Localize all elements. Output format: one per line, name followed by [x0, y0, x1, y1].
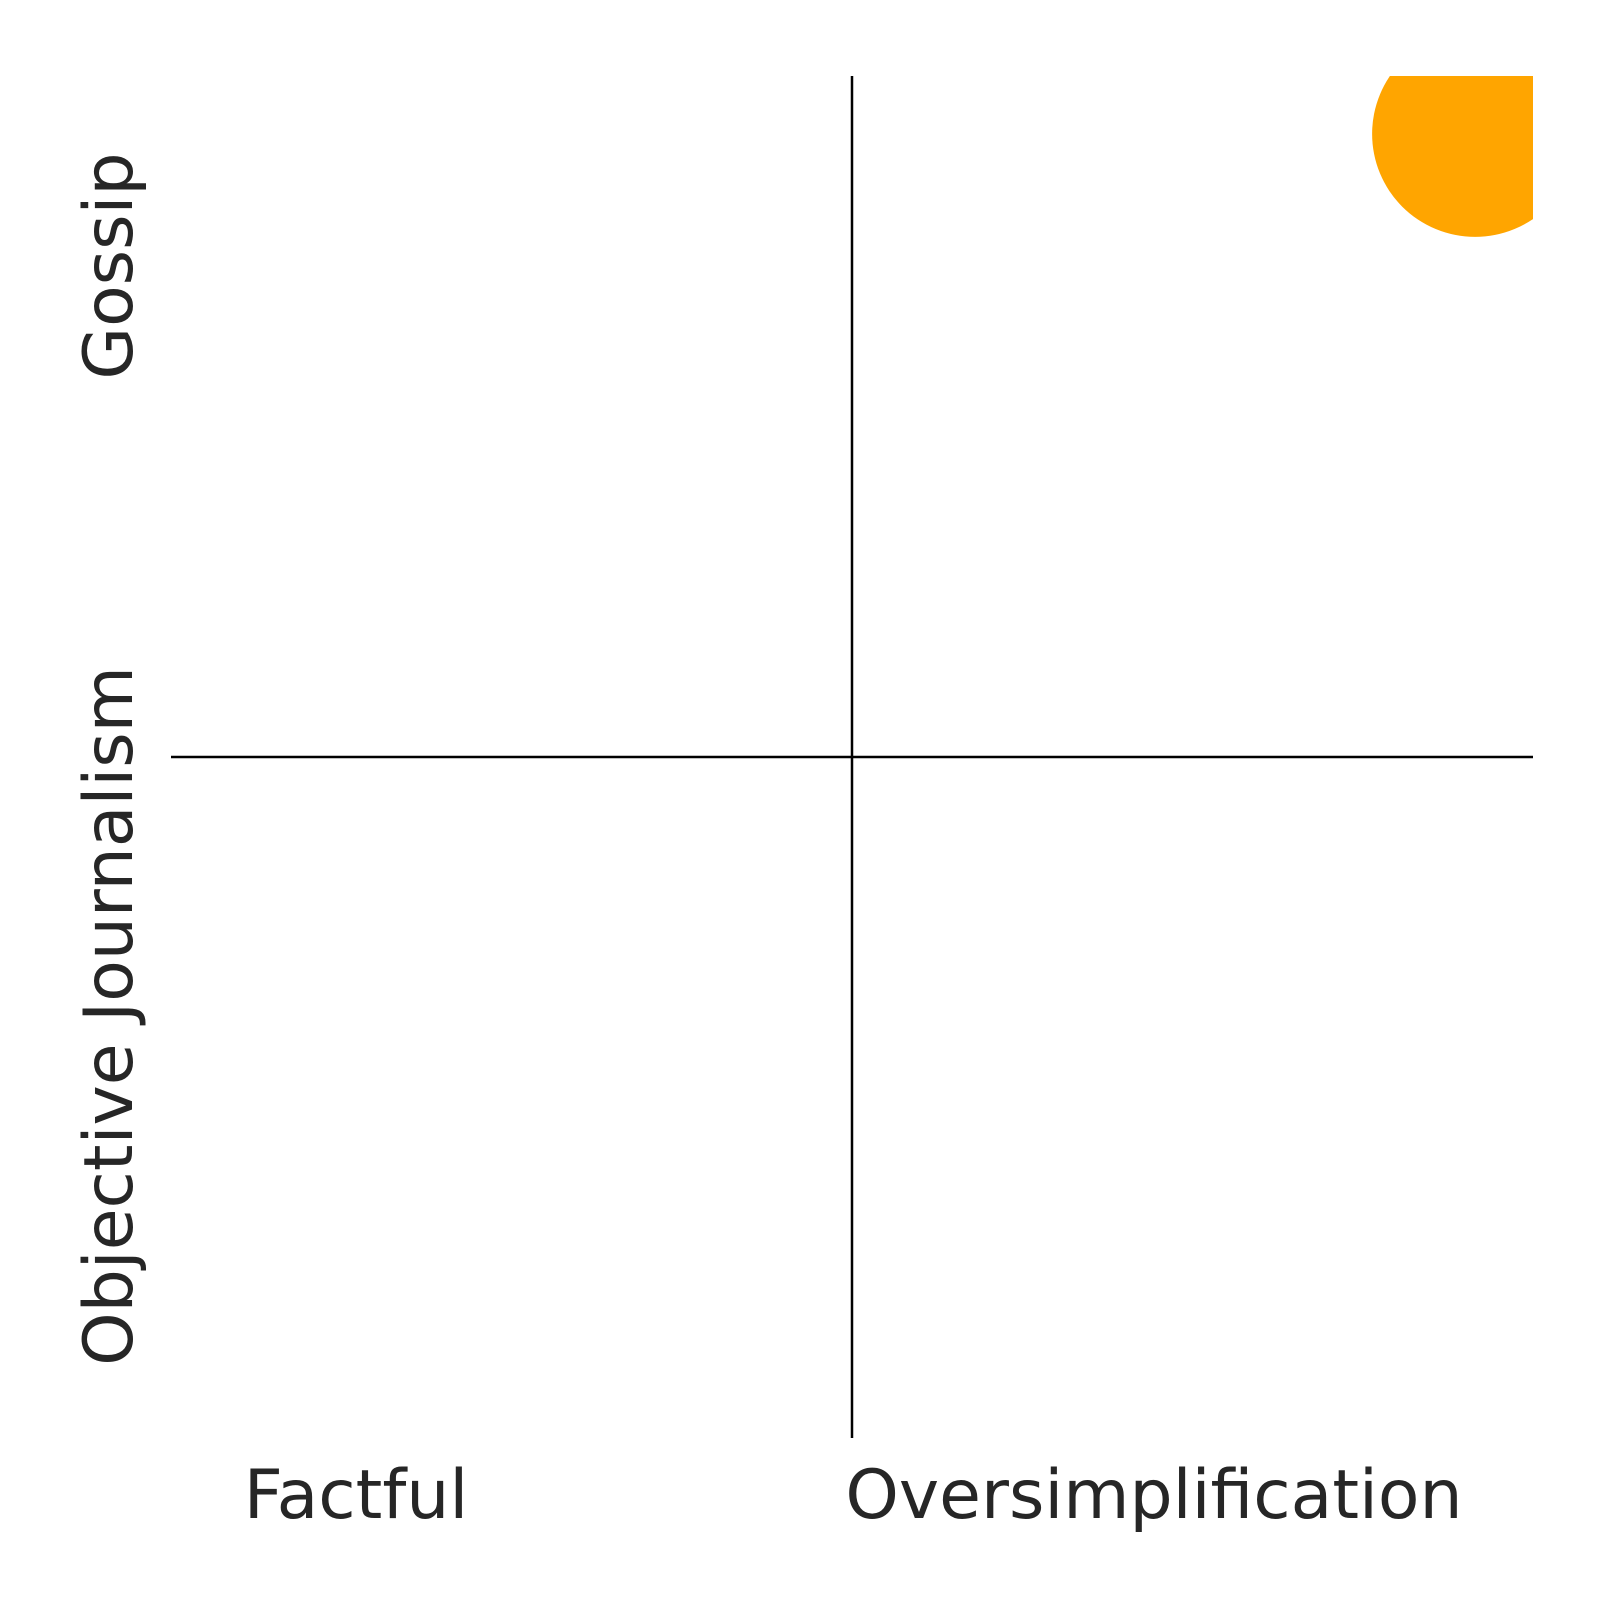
x-axis-low-label: Factful — [244, 1456, 469, 1535]
data-points — [1372, 76, 1533, 237]
y-axis-high-label: Gossip — [70, 152, 149, 379]
x-axis-high-label: Oversimplification — [845, 1456, 1462, 1535]
data-point-1 — [1372, 76, 1533, 237]
y-axis-low-label: Objective Journalism — [70, 666, 149, 1366]
